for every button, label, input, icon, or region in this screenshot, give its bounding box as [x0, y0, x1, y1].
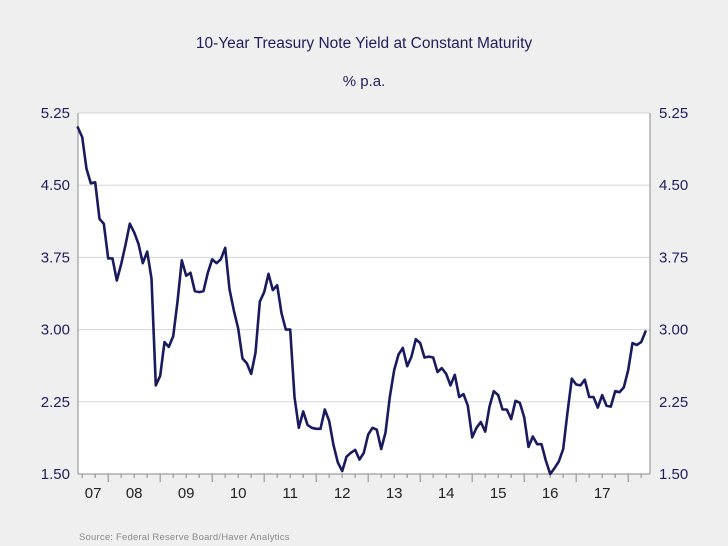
source-note: Source: Federal Reserve Board/Haver Anal… — [79, 532, 290, 543]
x-tick-label: 08 — [126, 485, 143, 502]
y-tick-label-left: 3.75 — [41, 249, 70, 266]
y-tick-label-right: 3.75 — [659, 249, 688, 266]
y-tick-label-right: 3.00 — [659, 322, 688, 339]
x-tick-label: 09 — [178, 485, 195, 502]
x-tick-label: 10 — [230, 485, 247, 502]
y-tick-label-right: 2.25 — [659, 394, 688, 411]
y-tick-label-right: 1.50 — [659, 466, 688, 483]
data-points — [77, 127, 646, 475]
y-tick-label-left: 5.25 — [41, 105, 70, 122]
y-tick-label-right: 4.50 — [659, 177, 688, 194]
chart-subtitle: % p.a. — [342, 73, 386, 90]
y-tick-label-left: 4.50 — [41, 177, 70, 194]
y-tick-label-right: 5.25 — [659, 105, 688, 122]
x-tick-label: 14 — [438, 485, 455, 502]
x-tick-label: 12 — [334, 485, 351, 502]
x-tick-label: 13 — [386, 485, 403, 502]
x-tick-label: 15 — [490, 485, 507, 502]
x-tick-label: 11 — [282, 485, 298, 502]
chart-title: 10-Year Treasury Note Yield at Constant … — [195, 35, 533, 52]
y-tick-label-left: 3.00 — [41, 322, 70, 339]
x-axis: 07 08 09 10 11 12 13 14 15 16 17 — [81, 474, 642, 502]
y-tick-label-left: 1.50 — [41, 466, 70, 483]
x-tick-label: 07 — [85, 485, 102, 502]
y-axis-left: 5.25 4.50 3.75 3.00 2.25 1.50 — [41, 105, 70, 483]
series-line-10y-yield — [76, 126, 647, 476]
x-tick-label: 17 — [594, 485, 611, 502]
plot-area — [78, 113, 650, 474]
x-tick-label: 16 — [542, 485, 559, 502]
y-tick-label-left: 2.25 — [41, 394, 70, 411]
y-axis-right: 5.25 4.50 3.75 3.00 2.25 1.50 — [659, 105, 688, 483]
